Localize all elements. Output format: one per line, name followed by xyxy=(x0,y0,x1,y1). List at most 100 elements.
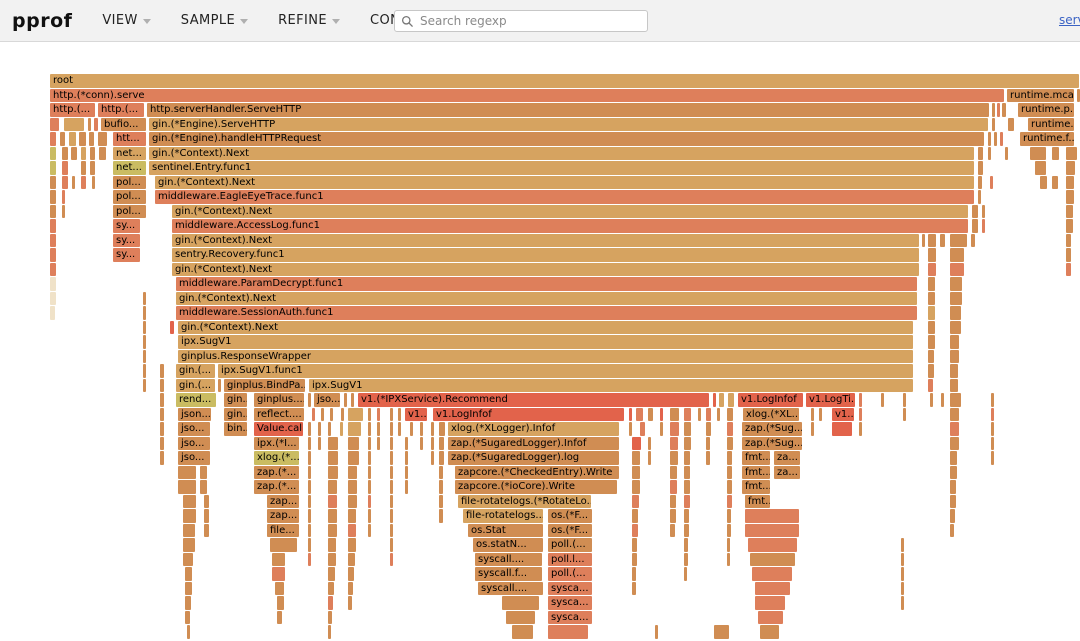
flame-frame-small[interactable] xyxy=(328,422,331,436)
flame-frame-small[interactable] xyxy=(272,567,285,581)
flame-frame[interactable]: os.Stat xyxy=(468,523,543,537)
flame-frame[interactable]: gin.(*Context).Next xyxy=(172,233,919,247)
flame-frame-small[interactable] xyxy=(439,436,444,450)
flame-frame[interactable]: bin... xyxy=(224,422,247,436)
flame-frame-small[interactable] xyxy=(713,393,716,407)
flame-frame[interactable]: xlog.(*XLogger).Infof xyxy=(448,422,619,436)
flame-frame[interactable]: ginplus.... xyxy=(254,393,304,407)
flame-frame-small[interactable] xyxy=(755,581,790,595)
flame-frame-small[interactable] xyxy=(727,422,733,436)
flame-frame-small[interactable] xyxy=(727,451,732,465)
flame-frame-small[interactable] xyxy=(62,175,68,189)
flame-frame-small[interactable] xyxy=(670,451,678,465)
flame-frame-small[interactable] xyxy=(670,494,676,508)
flame-frame-small[interactable] xyxy=(308,422,311,436)
flame-frame-small[interactable] xyxy=(978,175,982,189)
flame-frame-small[interactable] xyxy=(185,581,192,595)
flame-frame-small[interactable] xyxy=(881,393,884,407)
flame-frame[interactable]: sy... xyxy=(113,233,140,247)
flame-frame-small[interactable] xyxy=(950,277,962,291)
flame-frame-small[interactable] xyxy=(978,190,981,204)
flame-frame[interactable]: file-rotatelogs.... xyxy=(463,509,543,523)
flame-frame-small[interactable] xyxy=(982,219,985,233)
flamegraph[interactable]: root http.(*conn).serve runtime.mcall http.… xyxy=(50,74,1080,641)
flame-frame-small[interactable] xyxy=(50,117,59,131)
flame-frame-small[interactable] xyxy=(160,393,164,407)
flame-frame[interactable]: file-rotatelogs.(*RotateLo... xyxy=(458,494,591,508)
flame-frame-small[interactable] xyxy=(629,407,632,421)
flame-frame[interactable]: bufio... xyxy=(101,117,146,131)
flame-frame-small[interactable] xyxy=(50,204,56,218)
flame-frame-small[interactable] xyxy=(684,451,690,465)
flame-frame-small[interactable] xyxy=(1008,117,1014,131)
flame-frame-small[interactable] xyxy=(1052,146,1059,160)
flame-frame-small[interactable] xyxy=(50,291,56,305)
flame-frame-small[interactable] xyxy=(811,407,814,421)
flame-frame-small[interactable] xyxy=(160,422,164,436)
flame-frame-small[interactable] xyxy=(328,567,335,581)
flame-frame-small[interactable] xyxy=(727,465,732,479)
flame-frame-small[interactable] xyxy=(50,233,56,247)
flame-frame-small[interactable] xyxy=(183,523,195,537)
flame-frame-small[interactable] xyxy=(903,407,906,421)
flame-frame-small[interactable] xyxy=(640,422,645,436)
flame-frame-small[interactable] xyxy=(684,422,691,436)
flame-frame[interactable]: ipx.(*I... xyxy=(254,436,299,450)
flame-frame[interactable]: sy... xyxy=(113,248,140,262)
flame-frame-small[interactable] xyxy=(940,233,945,247)
flame-frame-small[interactable] xyxy=(706,422,711,436)
flame-frame[interactable]: v1.LogTi... xyxy=(806,393,855,407)
flame-frame-small[interactable] xyxy=(318,422,321,436)
flame-frame-small[interactable] xyxy=(312,407,315,421)
flame-frame[interactable]: net... xyxy=(113,146,146,160)
flame-frame-small[interactable] xyxy=(50,175,56,189)
flame-frame[interactable]: sysca... xyxy=(548,596,592,610)
flame-frame-small[interactable] xyxy=(506,610,535,624)
flame-frame[interactable]: pol... xyxy=(113,204,146,218)
flame-frame[interactable]: jso... xyxy=(178,422,210,436)
flame-frame-small[interactable] xyxy=(706,436,710,450)
flame-frame-small[interactable] xyxy=(632,581,636,595)
flame-frame-small[interactable] xyxy=(950,233,967,247)
flame-frame[interactable]: Value.call xyxy=(254,422,303,436)
flame-frame-small[interactable] xyxy=(1000,132,1003,146)
flame-frame-small[interactable] xyxy=(648,407,653,421)
flame-frame-small[interactable] xyxy=(632,451,640,465)
flame-frame-small[interactable] xyxy=(187,625,190,639)
flame-frame[interactable]: sentry.Recovery.func1 xyxy=(172,248,919,262)
flame-frame-small[interactable] xyxy=(950,393,961,407)
flame-frame-small[interactable] xyxy=(431,422,434,436)
flame-frame-small[interactable] xyxy=(200,480,207,494)
flame-frame[interactable]: gin.(*Context).Next xyxy=(149,146,974,160)
flame-frame-small[interactable] xyxy=(368,422,371,436)
flame-frame-small[interactable] xyxy=(903,393,906,407)
flame-frame-small[interactable] xyxy=(308,393,311,407)
flame-frame-small[interactable] xyxy=(79,132,86,146)
flame-frame-small[interactable] xyxy=(390,407,393,421)
flame-frame-small[interactable] xyxy=(439,480,443,494)
flame-frame[interactable]: syscall.... xyxy=(475,552,542,566)
flame-frame-small[interactable] xyxy=(684,494,690,508)
flame-frame[interactable]: ipx.SugV1 xyxy=(309,378,913,392)
flame-frame-small[interactable] xyxy=(698,407,701,421)
flame-frame-small[interactable] xyxy=(368,523,371,537)
flame-frame-small[interactable] xyxy=(1066,219,1073,233)
flame-frame-small[interactable] xyxy=(670,509,676,523)
flame-frame[interactable]: net... xyxy=(113,161,146,175)
flame-frame-small[interactable] xyxy=(755,596,785,610)
flame-frame-small[interactable] xyxy=(670,436,678,450)
flame-frame-small[interactable] xyxy=(950,248,964,262)
flame-frame-small[interactable] xyxy=(502,596,539,610)
flame-frame-small[interactable] xyxy=(405,465,408,479)
flame-frame-small[interactable] xyxy=(1066,190,1074,204)
flame-frame-small[interactable] xyxy=(81,175,86,189)
flame-frame-small[interactable] xyxy=(143,306,146,320)
flame-frame-small[interactable] xyxy=(348,451,359,465)
flame-frame-small[interactable] xyxy=(832,422,852,436)
flame-frame-small[interactable] xyxy=(1035,161,1046,175)
flame-frame-small[interactable] xyxy=(143,349,146,363)
flame-frame[interactable]: syscall.f... xyxy=(475,567,542,581)
flame-frame-small[interactable] xyxy=(143,291,146,305)
flame-frame[interactable]: gin.(*Context).Next xyxy=(172,262,919,276)
flame-frame-small[interactable] xyxy=(308,494,311,508)
